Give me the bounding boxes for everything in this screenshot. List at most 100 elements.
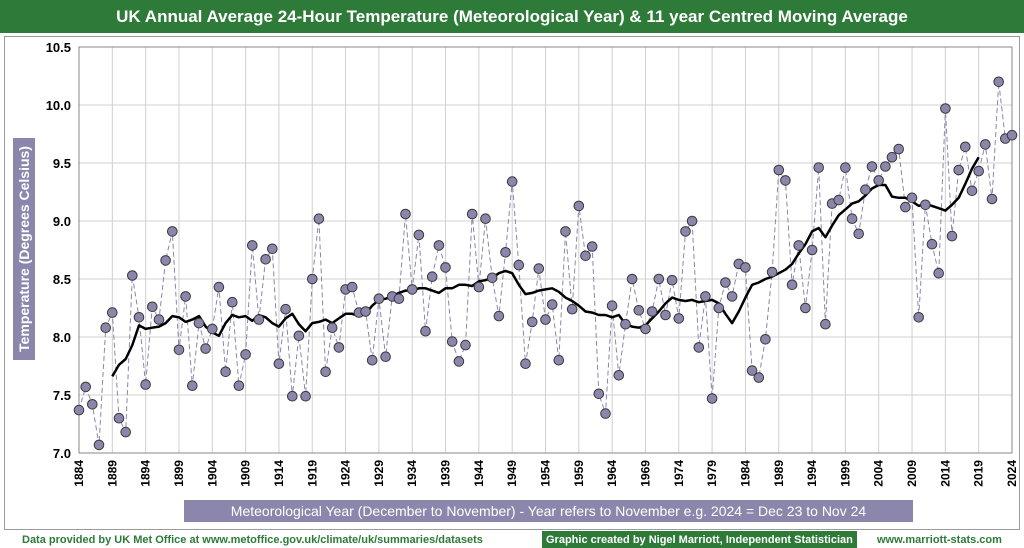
- annual-data-point: [546, 299, 558, 310]
- annual-data-point: [73, 404, 85, 416]
- footer: Data provided by UK Met Office at www.me…: [0, 531, 1024, 548]
- annual-data-point: [346, 281, 358, 293]
- plot-area-border: [78, 46, 1013, 454]
- annual-data-point: [307, 273, 318, 285]
- annual-data-point: [1006, 129, 1018, 141]
- annual-data-point: [273, 358, 285, 370]
- annual-data-point: [533, 263, 545, 274]
- y-tick-label: 10.0: [46, 98, 71, 113]
- annual-data-point: [680, 226, 691, 237]
- annual-data-point: [187, 380, 198, 392]
- y-tick-labels: 7.0 7.5 8.0 8.5 9.0 9.5 10.0 10.5: [46, 40, 71, 461]
- annual-data-point: [207, 323, 218, 335]
- annual-data-point: [766, 266, 778, 278]
- annual-data-point: [366, 354, 378, 366]
- annual-data-point: [700, 291, 711, 302]
- annual-data-point: [986, 193, 998, 205]
- y-tick-label: 8.0: [53, 330, 71, 345]
- annual-data-point: [313, 213, 325, 224]
- annual-data-point: [900, 201, 911, 213]
- annual-data-point: [440, 262, 451, 273]
- x-tick-labels: 1884 1889 1894 1899 1904 1909 1914 1919 1924 1929…: [72, 460, 1019, 487]
- y-tick-label: 7.5: [53, 388, 71, 403]
- annual-data-point: [413, 229, 425, 241]
- annual-data-point: [113, 412, 125, 424]
- x-tick-label: 1899: [172, 460, 186, 487]
- annual-data-point: [486, 272, 498, 284]
- annual-data-point: [593, 388, 605, 400]
- website-link[interactable]: www.marriott-stats.com: [877, 533, 1002, 546]
- annual-data-point: [420, 325, 431, 337]
- x-tick-label: 1964: [605, 460, 619, 487]
- annual-data-point: [240, 349, 251, 360]
- chart-plot: 7.07.58.08.59.09.510.010.5 1884 1889 1894 1…: [46, 40, 1019, 487]
- x-tick-label: 1949: [505, 460, 519, 487]
- annual-data-point: [380, 351, 391, 363]
- annual-data-point: [293, 330, 305, 342]
- annual-data-point: [453, 356, 465, 367]
- annual-data-point: [566, 303, 578, 315]
- annual-data-point: [693, 342, 705, 353]
- annual-data-point: [793, 240, 805, 251]
- annual-data-point: [920, 199, 931, 211]
- annual-data-point: [400, 208, 411, 220]
- annual-data-point: [193, 317, 205, 329]
- annual-data-point: [493, 310, 505, 322]
- x-tick-label: 1914: [272, 460, 286, 487]
- annual-data-point: [760, 334, 771, 345]
- annual-data-point: [100, 322, 111, 334]
- annual-data-point: [713, 302, 725, 314]
- annual-data-point: [127, 270, 138, 281]
- annual-data-point: [406, 284, 418, 295]
- annual-data-point: [147, 301, 158, 313]
- annual-data-point: [133, 312, 145, 323]
- x-tick-label: 1944: [472, 460, 486, 487]
- annual-data-point: [120, 426, 131, 438]
- x-tick-label: 1994: [805, 460, 819, 487]
- annual-data-point: [813, 162, 825, 173]
- annual-data-point: [213, 281, 225, 293]
- annual-data-point: [773, 164, 785, 176]
- annual-data-point: [820, 318, 831, 330]
- annual-data-point: [153, 314, 165, 325]
- y-tick-label: 7.0: [53, 446, 71, 461]
- grid-lines: [78, 46, 1013, 454]
- annual-data-point: [247, 240, 258, 251]
- x-tick-label: 1929: [372, 460, 386, 487]
- annual-data-point: [107, 307, 118, 318]
- annual-data-point: [253, 314, 265, 325]
- y-tick-label: 9.5: [53, 156, 71, 171]
- y-tick-label: 9.0: [53, 214, 71, 229]
- annual-data-point: [426, 271, 438, 283]
- annual-data-point: [686, 215, 698, 227]
- annual-data-point: [853, 228, 865, 240]
- x-tick-label: 1979: [705, 460, 719, 487]
- annual-data-point: [287, 390, 298, 402]
- x-axis-label: Meteorological Year (December to Novembe…: [184, 500, 913, 522]
- annual-data-point: [280, 303, 291, 315]
- y-tick-label: 8.5: [53, 272, 71, 287]
- annual-data-point: [87, 399, 98, 410]
- x-tick-label: 1904: [205, 460, 219, 487]
- annual-data-point: [720, 277, 731, 288]
- annual-data-point: [753, 372, 765, 383]
- credit-note: Graphic created by Nigel Marriott, Indep…: [542, 531, 857, 548]
- x-tick-label: 1954: [539, 460, 553, 487]
- annual-data-point: [953, 164, 965, 176]
- annual-data-point: [933, 267, 945, 279]
- annual-data-point: [80, 381, 91, 393]
- annual-data-point: [167, 226, 178, 237]
- y-axis-label-box: [13, 138, 35, 360]
- annual-data-point: [93, 439, 105, 451]
- annual-data-point: [560, 226, 571, 237]
- annual-data-point: [973, 165, 985, 177]
- x-tick-label: 1909: [239, 460, 253, 487]
- annual-data-point: [620, 318, 631, 330]
- annual-data-point: [160, 255, 171, 266]
- annual-data-point: [653, 273, 665, 285]
- annual-data-point: [913, 312, 925, 323]
- annual-data-point: [586, 241, 598, 252]
- annual-data-point: [300, 390, 311, 402]
- annual-data-point: [993, 76, 1005, 88]
- x-tick-label: 1974: [672, 460, 686, 487]
